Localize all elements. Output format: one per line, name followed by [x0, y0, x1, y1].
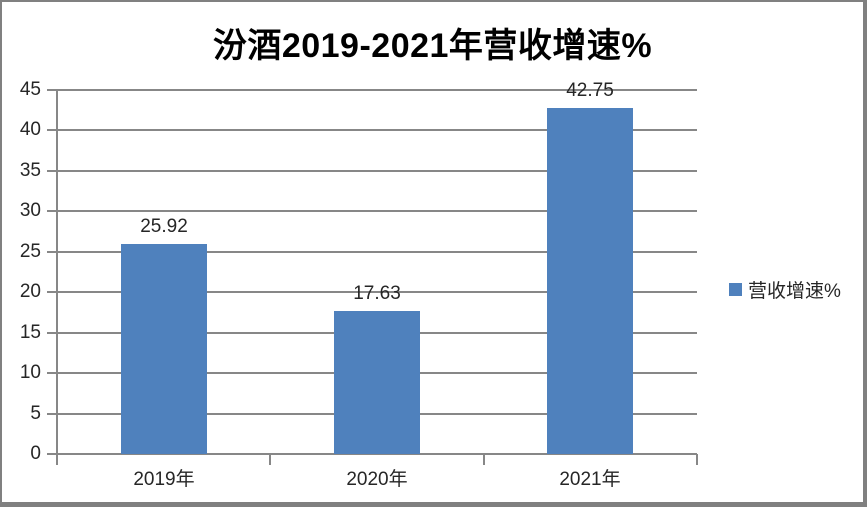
y-axis-line	[56, 90, 58, 454]
y-axis-tick	[47, 332, 57, 334]
bar-2020年	[334, 311, 420, 454]
bar-value-label: 25.92	[140, 216, 188, 237]
x-category-label: 2019年	[133, 469, 195, 490]
y-axis-tick	[47, 251, 57, 253]
x-axis-tick	[696, 454, 698, 465]
y-axis-tick	[47, 170, 57, 172]
y-tick-label: 25	[19, 241, 41, 262]
x-category-label: 2020年	[346, 469, 408, 490]
y-axis-tick	[47, 129, 57, 131]
x-axis-line	[57, 453, 697, 455]
y-tick-label: 40	[19, 119, 41, 140]
y-gridline	[57, 170, 697, 172]
y-gridline	[57, 291, 697, 293]
y-axis-tick	[47, 291, 57, 293]
y-gridline	[57, 129, 697, 131]
bar-2021年	[547, 108, 633, 454]
y-gridline	[57, 251, 697, 253]
bar-value-label: 17.63	[353, 283, 401, 304]
x-axis-tick	[56, 454, 58, 465]
y-tick-label: 35	[19, 160, 41, 181]
y-axis-tick	[47, 413, 57, 415]
y-tick-label: 30	[19, 200, 41, 221]
legend-swatch-icon	[729, 283, 742, 296]
y-tick-label: 15	[19, 322, 41, 343]
legend: 营收增速%	[729, 276, 841, 303]
y-tick-label: 0	[30, 443, 41, 464]
y-tick-label: 5	[30, 403, 41, 424]
y-tick-label: 10	[19, 362, 41, 383]
bar-value-label: 42.75	[566, 80, 614, 101]
chart-title: 汾酒2019-2021年营收增速%	[212, 27, 653, 65]
y-axis-tick	[47, 89, 57, 91]
y-gridline	[57, 210, 697, 212]
y-tick-label: 45	[19, 79, 41, 100]
y-tick-label: 20	[19, 281, 41, 302]
y-axis-tick	[47, 453, 57, 455]
x-axis-tick	[269, 454, 271, 465]
bar-2019年	[121, 244, 207, 454]
x-category-label: 2021年	[559, 469, 621, 490]
y-axis-tick	[47, 210, 57, 212]
y-gridline	[57, 89, 697, 91]
legend-series-label: 营收增速%	[748, 281, 841, 302]
x-axis-tick	[483, 454, 485, 465]
y-axis-tick	[47, 372, 57, 374]
